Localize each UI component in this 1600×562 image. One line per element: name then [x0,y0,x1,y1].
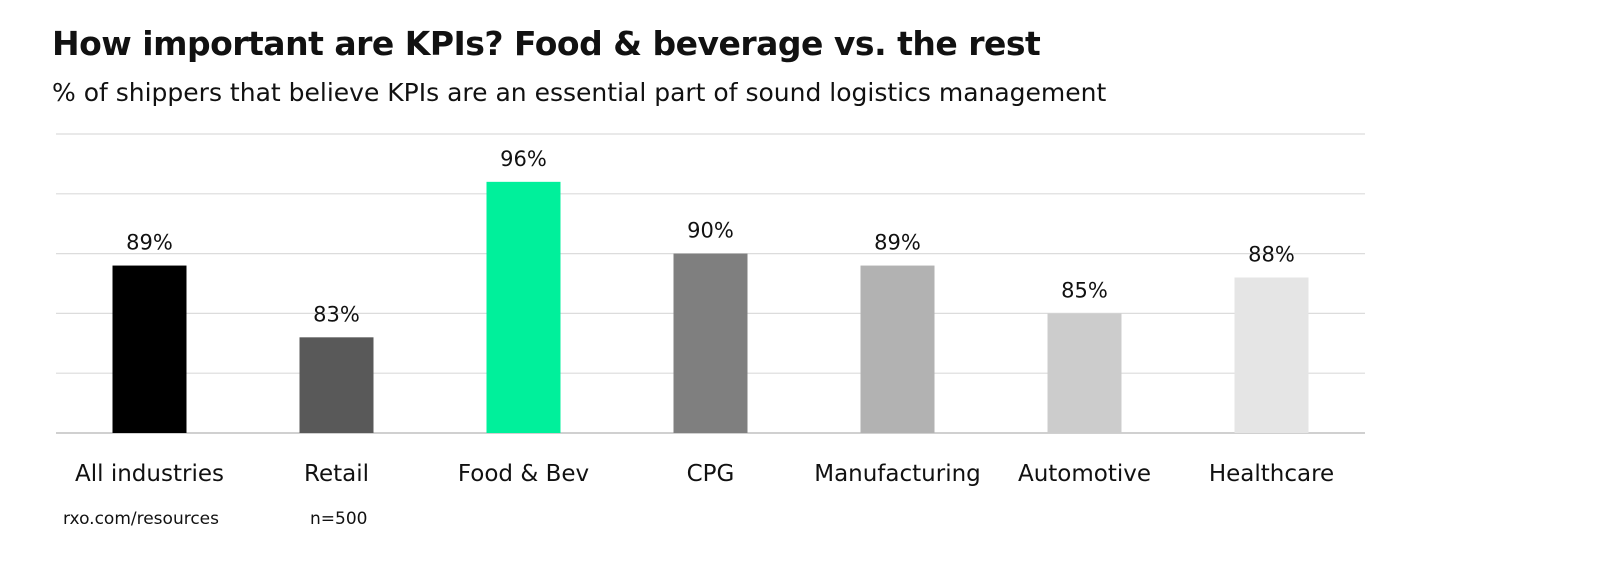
bar [1047,313,1122,433]
source-note: rxo.com/resources [63,509,219,529]
bar [112,265,187,433]
bar [299,337,374,433]
data-label: 90% [687,219,734,243]
category-label: All industries [75,461,224,487]
data-label: 88% [1248,243,1295,267]
data-label: 89% [126,231,173,255]
bar [1234,277,1309,433]
category-label: CPG [687,461,735,487]
data-label: 85% [1061,278,1108,302]
category-label: Retail [304,461,369,487]
category-label: Healthcare [1209,461,1334,487]
data-label: 89% [874,231,921,255]
category-label: Manufacturing [814,461,981,487]
data-label: 96% [500,147,547,171]
bar [673,253,748,433]
chart-subtitle: % of shippers that believe KPIs are an e… [52,78,1107,107]
bar [860,265,935,433]
chart-title: How important are KPIs? Food & beverage … [52,24,1041,63]
data-label: 83% [313,302,360,326]
sample-size-note: n=500 [310,509,368,529]
category-label: Automotive [1018,461,1151,487]
category-label: Food & Bev [458,461,589,487]
bar [486,181,561,433]
